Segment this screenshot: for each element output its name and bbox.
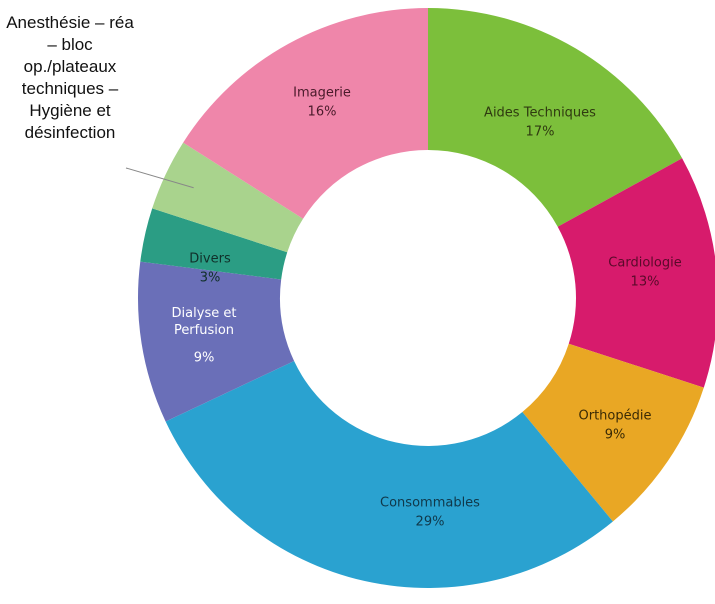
segment-label: Orthopédie [578,408,652,424]
leader-line [125,167,194,189]
segment-label: Consommables [380,495,480,511]
segment-value-label: 16% [307,104,337,120]
donut-segment [428,8,683,227]
segment-value-label: 9% [193,350,215,366]
donut-segment [140,208,288,280]
segment-value-label: 3% [199,270,221,286]
segment-value-label: 9% [604,427,626,443]
segment-value-label: 29% [415,514,445,530]
donut-segment [152,142,304,253]
donut-segment [557,158,715,388]
segment-value-label: 17% [525,124,555,140]
segment-label: Dialyse et Perfusion [171,306,237,338]
segment-label: Cardiologie [608,255,682,271]
outside-label: Anesthésie – réa – bloc op./plateaux tec… [6,13,134,142]
segment-value-label: 13% [630,274,660,290]
donut-segment [165,361,613,589]
donut-segment [138,261,295,422]
segment-label: Aides Techniques [484,105,596,121]
donut-segment [522,343,704,522]
segment-label: Imagerie [293,85,351,101]
segment-label: Divers [189,251,231,267]
donut-segment [183,8,428,219]
